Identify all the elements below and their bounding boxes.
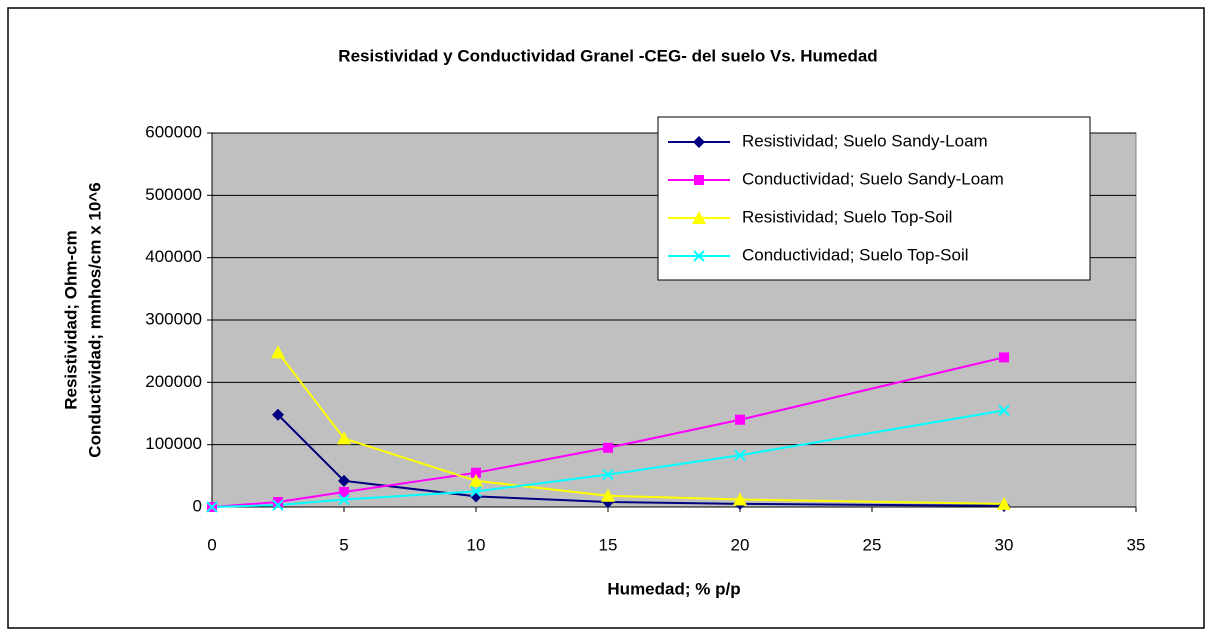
legend-label: Conductividad; Suelo Top-Soil	[742, 245, 969, 264]
legend-box	[657, 116, 1091, 281]
marker	[734, 449, 746, 461]
y-tick-label: 0	[193, 496, 202, 515]
legend-marker	[693, 250, 705, 262]
marker	[271, 345, 285, 359]
x-tick-label: 15	[599, 535, 618, 554]
y-tick-label: 200000	[145, 372, 202, 391]
x-tick-label: 5	[339, 535, 348, 554]
y-tick-label: 400000	[145, 247, 202, 266]
marker	[272, 499, 284, 511]
y-axis-label: Resistividad; Ohm-cm	[61, 230, 80, 410]
marker	[272, 408, 284, 421]
marker	[337, 431, 351, 445]
legend-label: Resistividad; Suelo Sandy-Loam	[742, 131, 988, 150]
series-line	[277, 351, 1005, 505]
legend-marker	[694, 175, 704, 185]
x-tick-label: 25	[863, 535, 882, 554]
marker	[601, 488, 615, 502]
y-tick-label: 300000	[145, 309, 202, 328]
y-tick-label: 500000	[145, 185, 202, 204]
x-tick-label: 30	[995, 535, 1014, 554]
chart-title: Resistividad y Conductividad Granel -CEG…	[338, 46, 877, 65]
marker	[603, 442, 613, 453]
marker	[338, 474, 350, 487]
marker	[470, 485, 482, 498]
x-axis-label: Humedad; % p/p	[607, 579, 740, 598]
x-tick-label: 35	[1127, 535, 1146, 554]
marker	[469, 473, 483, 487]
legend-marker	[692, 211, 706, 224]
y-axis-label: Conductividad; mmhos/cm x 10^6	[85, 182, 104, 457]
marker	[339, 487, 349, 498]
marker	[602, 468, 614, 481]
marker	[338, 493, 350, 506]
marker	[206, 501, 218, 513]
x-tick-label: 20	[731, 535, 750, 554]
marker	[997, 496, 1011, 510]
marker	[998, 404, 1010, 417]
legend-label: Resistividad; Suelo Top-Soil	[742, 207, 952, 226]
y-tick-label: 600000	[145, 122, 202, 141]
legend-marker	[693, 136, 705, 148]
legend-label: Conductividad; Suelo Sandy-Loam	[742, 169, 1004, 188]
marker	[273, 497, 283, 508]
marker	[735, 414, 745, 425]
marker	[471, 467, 481, 478]
marker	[999, 352, 1009, 363]
marker	[733, 492, 747, 506]
series-line	[277, 414, 1005, 507]
y-tick-label: 100000	[145, 434, 202, 453]
x-tick-label: 0	[207, 535, 216, 554]
x-tick-label: 10	[467, 535, 486, 554]
